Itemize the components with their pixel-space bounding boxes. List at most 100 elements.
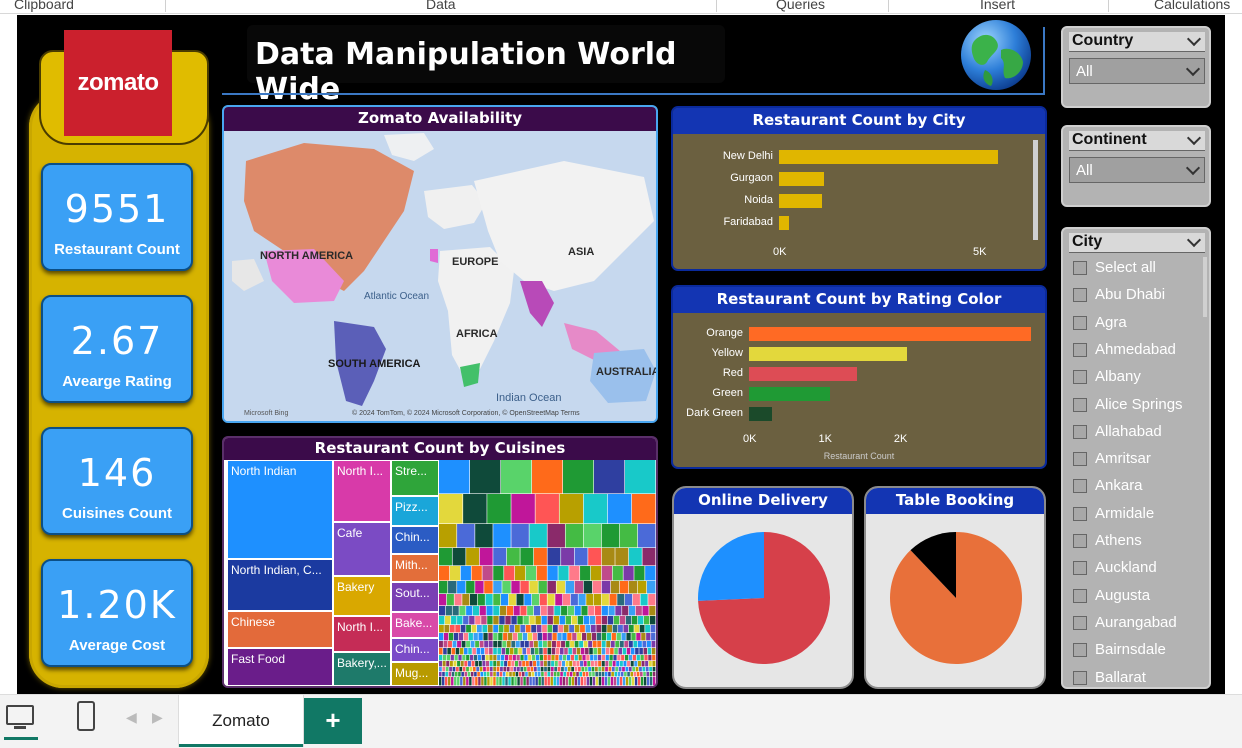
treemap-small-cell[interactable]	[574, 677, 578, 686]
treemap-small-cell[interactable]	[448, 641, 452, 648]
treemap-small-cell[interactable]	[477, 655, 482, 661]
treemap-small-cell[interactable]	[501, 648, 506, 655]
treemap-small-cell[interactable]	[558, 625, 564, 633]
treemap-small-cell[interactable]	[573, 672, 576, 677]
treemap-cell[interactable]: Chin...	[391, 638, 439, 662]
treemap-small-cell[interactable]	[454, 672, 458, 677]
map-visual[interactable]: Zomato Availability	[222, 105, 658, 423]
treemap-small-cell[interactable]	[631, 616, 638, 625]
treemap-small-cell[interactable]	[532, 677, 535, 686]
treemap-small-cell[interactable]	[442, 677, 445, 686]
treemap-small-cell[interactable]	[619, 581, 629, 594]
treemap-small-cell[interactable]	[497, 641, 502, 648]
city-option[interactable]: Albany	[1071, 366, 1141, 388]
treemap-small-cell[interactable]	[461, 672, 464, 677]
treemap-small-cell[interactable]	[610, 641, 615, 648]
treemap-small-cell[interactable]	[475, 661, 479, 667]
treemap-small-cell[interactable]	[628, 667, 632, 672]
treemap-small-cell[interactable]	[485, 655, 489, 661]
treemap-cell[interactable]: Bake...	[391, 612, 439, 638]
treemap-small-cell[interactable]	[467, 672, 471, 677]
treemap-small-cell[interactable]	[535, 616, 541, 625]
treemap-small-cell[interactable]	[645, 661, 649, 667]
treemap-small-cell[interactable]	[533, 548, 547, 566]
treemap-small-cell[interactable]	[565, 661, 569, 667]
treemap-small-cell[interactable]	[547, 661, 551, 667]
treemap-small-cell[interactable]	[628, 625, 634, 633]
treemap-small-cell[interactable]	[508, 633, 513, 641]
treemap-small-cell[interactable]	[469, 616, 475, 625]
treemap-small-cell[interactable]	[564, 667, 568, 672]
treemap-small-cell[interactable]	[557, 633, 562, 641]
treemap-small-cell[interactable]	[452, 667, 456, 672]
treemap-small-cell[interactable]	[569, 566, 580, 581]
treemap-small-cell[interactable]	[439, 655, 443, 661]
city-list-scrollbar[interactable]	[1203, 257, 1207, 317]
treemap-small-cell[interactable]	[630, 661, 634, 667]
treemap-small-cell[interactable]	[562, 677, 565, 686]
chevron-down-icon[interactable]	[1185, 61, 1201, 77]
treemap-small-cell[interactable]	[448, 672, 452, 677]
treemap-small-cell[interactable]	[534, 648, 539, 655]
treemap-small-cell[interactable]	[585, 648, 589, 655]
treemap-small-cell[interactable]	[565, 641, 570, 648]
treemap-small-cell[interactable]	[559, 494, 584, 524]
treemap-small-cell[interactable]	[505, 616, 511, 625]
treemap-small-cell[interactable]	[642, 667, 646, 672]
treemap-small-cell[interactable]	[570, 641, 575, 648]
treemap-small-cell[interactable]	[472, 667, 476, 672]
treemap-small-cell[interactable]	[445, 677, 448, 686]
treemap-small-cell[interactable]	[618, 625, 623, 633]
treemap-small-cell[interactable]	[520, 641, 525, 648]
treemap-small-cell[interactable]	[633, 641, 638, 648]
treemap-small-cell[interactable]	[517, 677, 520, 686]
treemap-small-cell[interactable]	[553, 672, 557, 677]
treemap-small-cell[interactable]	[574, 606, 581, 616]
treemap-small-cell[interactable]	[643, 677, 647, 686]
treemap-small-cell[interactable]	[483, 633, 488, 641]
treemap-small-cell[interactable]	[459, 648, 464, 655]
treemap-small-cell[interactable]	[559, 677, 562, 686]
treemap-small-cell[interactable]	[574, 667, 578, 672]
treemap-small-cell[interactable]	[472, 648, 476, 655]
treemap-small-cell[interactable]	[613, 616, 620, 625]
treemap-small-cell[interactable]	[532, 594, 540, 606]
treemap-small-cell[interactable]	[493, 606, 500, 616]
treemap-small-cell[interactable]	[446, 655, 451, 661]
treemap-small-cell[interactable]	[601, 633, 607, 641]
treemap-cell[interactable]: North I...	[333, 460, 391, 522]
treemap-small-cell[interactable]	[475, 616, 481, 625]
treemap-small-cell[interactable]	[652, 667, 656, 672]
treemap-small-cell[interactable]	[604, 672, 608, 677]
treemap-small-cell[interactable]	[625, 655, 629, 661]
treemap-small-cell[interactable]	[457, 524, 475, 548]
treemap-small-cell[interactable]	[522, 633, 528, 641]
treemap-small-cell[interactable]	[516, 655, 520, 661]
treemap-small-cell[interactable]	[580, 648, 585, 655]
treemap-small-cell[interactable]	[574, 655, 578, 661]
treemap-small-cell[interactable]	[454, 677, 457, 686]
treemap-small-cell[interactable]	[617, 672, 621, 677]
treemap-small-cell[interactable]	[551, 655, 555, 661]
treemap-small-cell[interactable]	[474, 672, 477, 677]
treemap-small-cell[interactable]	[527, 633, 533, 641]
pie-slice[interactable]	[910, 532, 956, 598]
treemap-small-cell[interactable]	[547, 548, 561, 566]
treemap-small-cell[interactable]	[583, 641, 588, 648]
treemap-small-cell[interactable]	[496, 661, 500, 667]
treemap-small-cell[interactable]	[554, 606, 561, 616]
treemap-small-cell[interactable]	[512, 633, 518, 641]
treemap-small-cell[interactable]	[589, 648, 593, 655]
treemap-small-cell[interactable]	[518, 661, 522, 667]
treemap-small-cell[interactable]	[543, 661, 547, 667]
treemap-small-cell[interactable]	[651, 641, 656, 648]
treemap-small-cell[interactable]	[622, 667, 625, 672]
treemap-small-cell[interactable]	[547, 616, 553, 625]
treemap-small-cell[interactable]	[636, 633, 641, 641]
treemap-small-cell[interactable]	[583, 494, 608, 524]
city-slicer[interactable]: City Select all Abu Dhabi Agra Ahmedabad Alb…	[1061, 227, 1211, 689]
treemap-small-cell[interactable]	[543, 655, 547, 661]
treemap-small-cell[interactable]	[557, 667, 561, 672]
treemap-small-cell[interactable]	[596, 625, 602, 633]
treemap-small-cell[interactable]	[640, 672, 643, 677]
